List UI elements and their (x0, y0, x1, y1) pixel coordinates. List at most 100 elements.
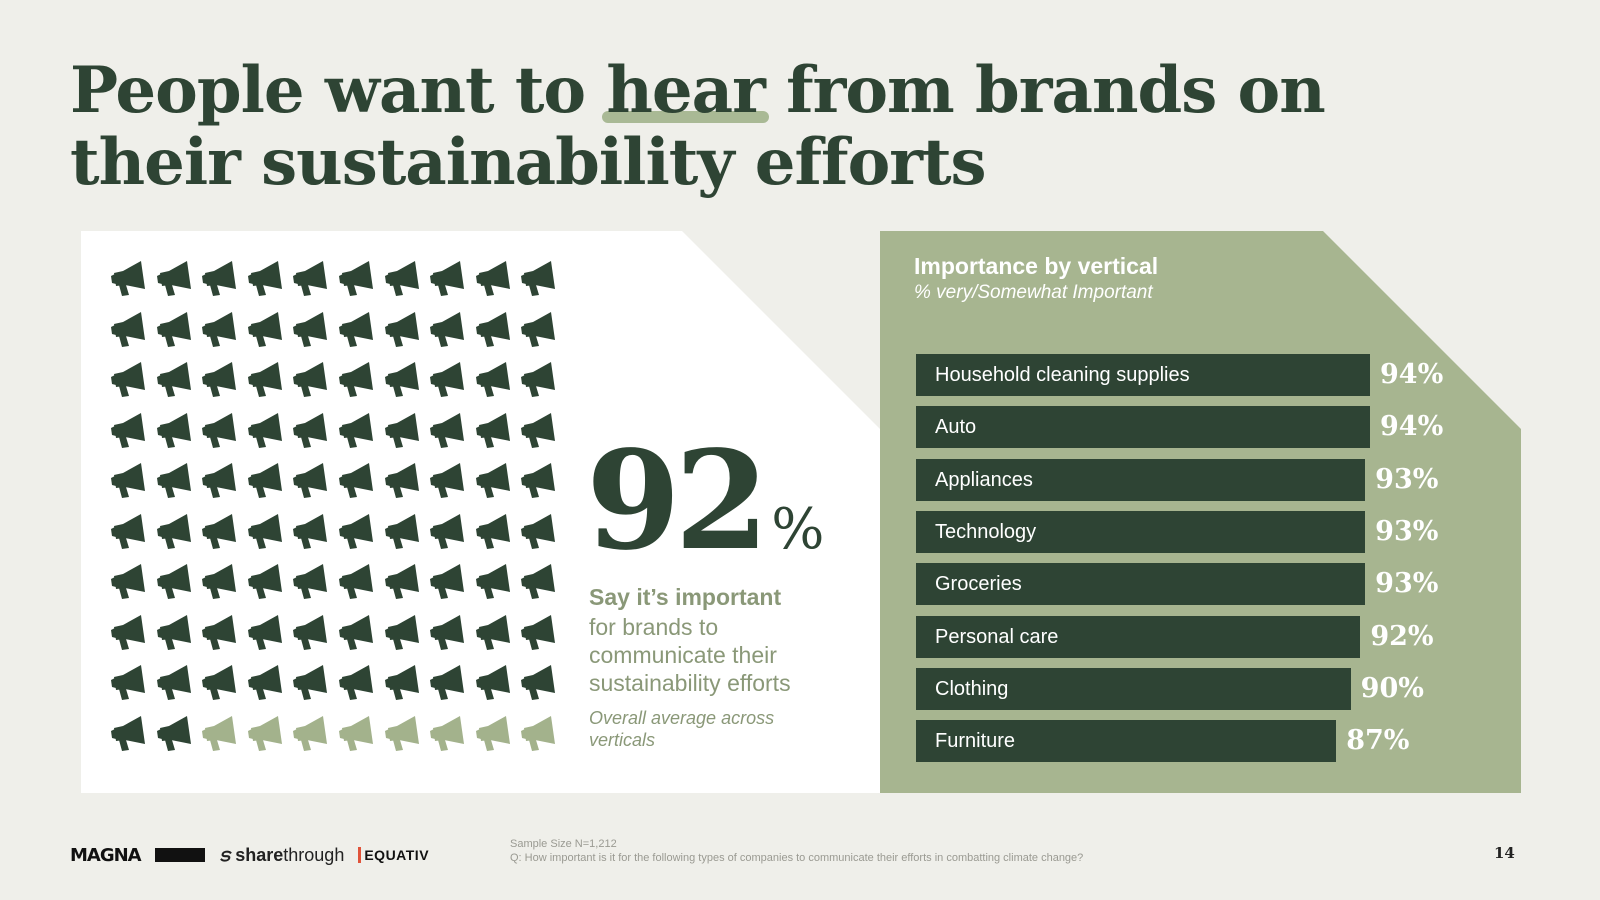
megaphone-icon (384, 665, 419, 700)
megaphone-icon (247, 665, 282, 700)
megaphone-icon (430, 362, 465, 397)
megaphone-icon (475, 463, 510, 498)
megaphone-icon (475, 614, 510, 650)
megaphone-icon (384, 362, 419, 397)
megaphone-icon (293, 513, 328, 549)
bar-value-label: 94% (1380, 411, 1444, 443)
megaphone-icon (247, 261, 282, 296)
bar: Auto (916, 406, 1370, 449)
megaphone-icon (430, 665, 465, 700)
bar-category-label: Technology (935, 520, 1037, 543)
megaphone-icon (338, 614, 373, 650)
megaphone-icon (202, 715, 237, 751)
megaphone-icon (111, 513, 145, 549)
megaphone-icon (521, 614, 556, 650)
sample-size: Sample Size N=1,212 (510, 838, 617, 850)
megaphone-icon (521, 665, 556, 700)
bar-category-label: Appliances (935, 468, 1033, 491)
megaphone-icon (475, 311, 510, 347)
headline-line-2: their sustainability efforts (70, 125, 987, 200)
megaphone-icon (338, 412, 373, 448)
megaphone-icon (384, 513, 419, 549)
bar-value-label: 93% (1375, 463, 1439, 495)
megaphone-icon (475, 665, 510, 700)
survey-question: Q: How important is it for the following… (510, 852, 1084, 864)
stat-note: Overall average across verticals (589, 708, 775, 750)
headline-text-end: from brands on (764, 53, 1326, 128)
megaphone-icon (156, 564, 191, 599)
megaphone-icon (111, 362, 145, 397)
bar-value-label: 87% (1346, 725, 1410, 757)
megaphone-icon (293, 362, 328, 397)
megaphone-icon (475, 412, 510, 448)
bar-value-label: 92% (1370, 620, 1434, 652)
megaphone-icon (247, 715, 282, 751)
megaphone-icon (293, 311, 328, 347)
megaphone-icon (521, 362, 556, 397)
bar-value-label: 93% (1375, 515, 1439, 547)
bar-value-label: 94% (1380, 359, 1444, 390)
bar-category-label: Personal care (935, 625, 1059, 648)
megaphone-icon (384, 261, 419, 296)
megaphone-icon (293, 412, 328, 448)
megaphone-icon (247, 513, 282, 549)
megaphone-icon (202, 463, 237, 498)
bar-value-label: 93% (1375, 568, 1439, 600)
stat-headline: Say it’s important (589, 584, 782, 610)
megaphone-icon (430, 715, 465, 751)
megaphone-icon (202, 564, 237, 599)
megaphone-icon (156, 311, 191, 347)
megaphone-icon (293, 614, 328, 650)
bar-value-label: 90% (1360, 672, 1424, 704)
megaphone-icon (156, 362, 191, 397)
overall-percentage: 92% (586, 433, 824, 569)
headline-text-start: People want to (70, 53, 607, 128)
equativ-logo: EQUATIV (358, 847, 429, 863)
megaphone-icon (338, 261, 373, 296)
bar: Personal care (916, 615, 1361, 658)
megaphone-icon (156, 665, 191, 700)
page-title: People want to hear from brands on their… (70, 53, 1326, 200)
megaphone-icon (521, 564, 556, 599)
megaphone-icon (521, 463, 556, 498)
bar-category-label: Household cleaning supplies (935, 364, 1190, 386)
megaphone-icon (247, 564, 282, 599)
megaphone-icon-grid (111, 259, 567, 764)
vertical-chart-panel: Importance by vertical % very/Somewhat I… (880, 231, 1521, 793)
bar-category-label: Clothing (935, 677, 1009, 700)
page-number: 14 (1494, 844, 1515, 862)
megaphone-icon (475, 513, 510, 549)
megaphone-icon (111, 463, 145, 498)
megaphone-icon (111, 412, 145, 448)
bar: Furniture (916, 720, 1337, 763)
overall-percentage-number: 92 (586, 421, 769, 581)
megaphone-icon (111, 564, 145, 599)
megaphone-icon (475, 564, 510, 599)
headline-highlight: hear (602, 55, 769, 127)
megaphone-icon (202, 513, 237, 549)
megaphone-icon (338, 362, 373, 397)
megaphone-icon (202, 665, 237, 700)
overall-stat-panel: 92% Say it’s important for brands to com… (81, 231, 880, 793)
megaphone-icon (521, 513, 556, 549)
megaphone-icon (247, 311, 282, 347)
megaphone-icon (247, 362, 282, 397)
bar-chart: Household cleaning supplies 94% Auto 94% App… (880, 231, 1521, 793)
megaphone-icon (430, 513, 465, 549)
megaphone-icon (384, 463, 419, 498)
footnote: Sample Size N=1,212 Q: How important is … (510, 837, 1083, 865)
bar-category-label: Groceries (935, 573, 1022, 596)
chart-subtitle: % very/Somewhat Important (914, 282, 1153, 303)
megaphone-icon (293, 564, 328, 599)
megaphone-icon (293, 261, 328, 296)
megaphone-icon (384, 614, 419, 650)
megaphone-icon (338, 311, 373, 347)
megaphone-icon (111, 261, 145, 296)
megaphone-icon (384, 311, 419, 347)
bar: Appliances (916, 458, 1366, 501)
sharethrough-logo: ട sharethrough (219, 845, 345, 866)
partner-logos: MAGNA ട sharethrough EQUATIV (70, 843, 429, 867)
megaphone-icon (338, 564, 373, 599)
megaphone-icon (475, 362, 510, 397)
megaphone-icon (430, 614, 465, 650)
